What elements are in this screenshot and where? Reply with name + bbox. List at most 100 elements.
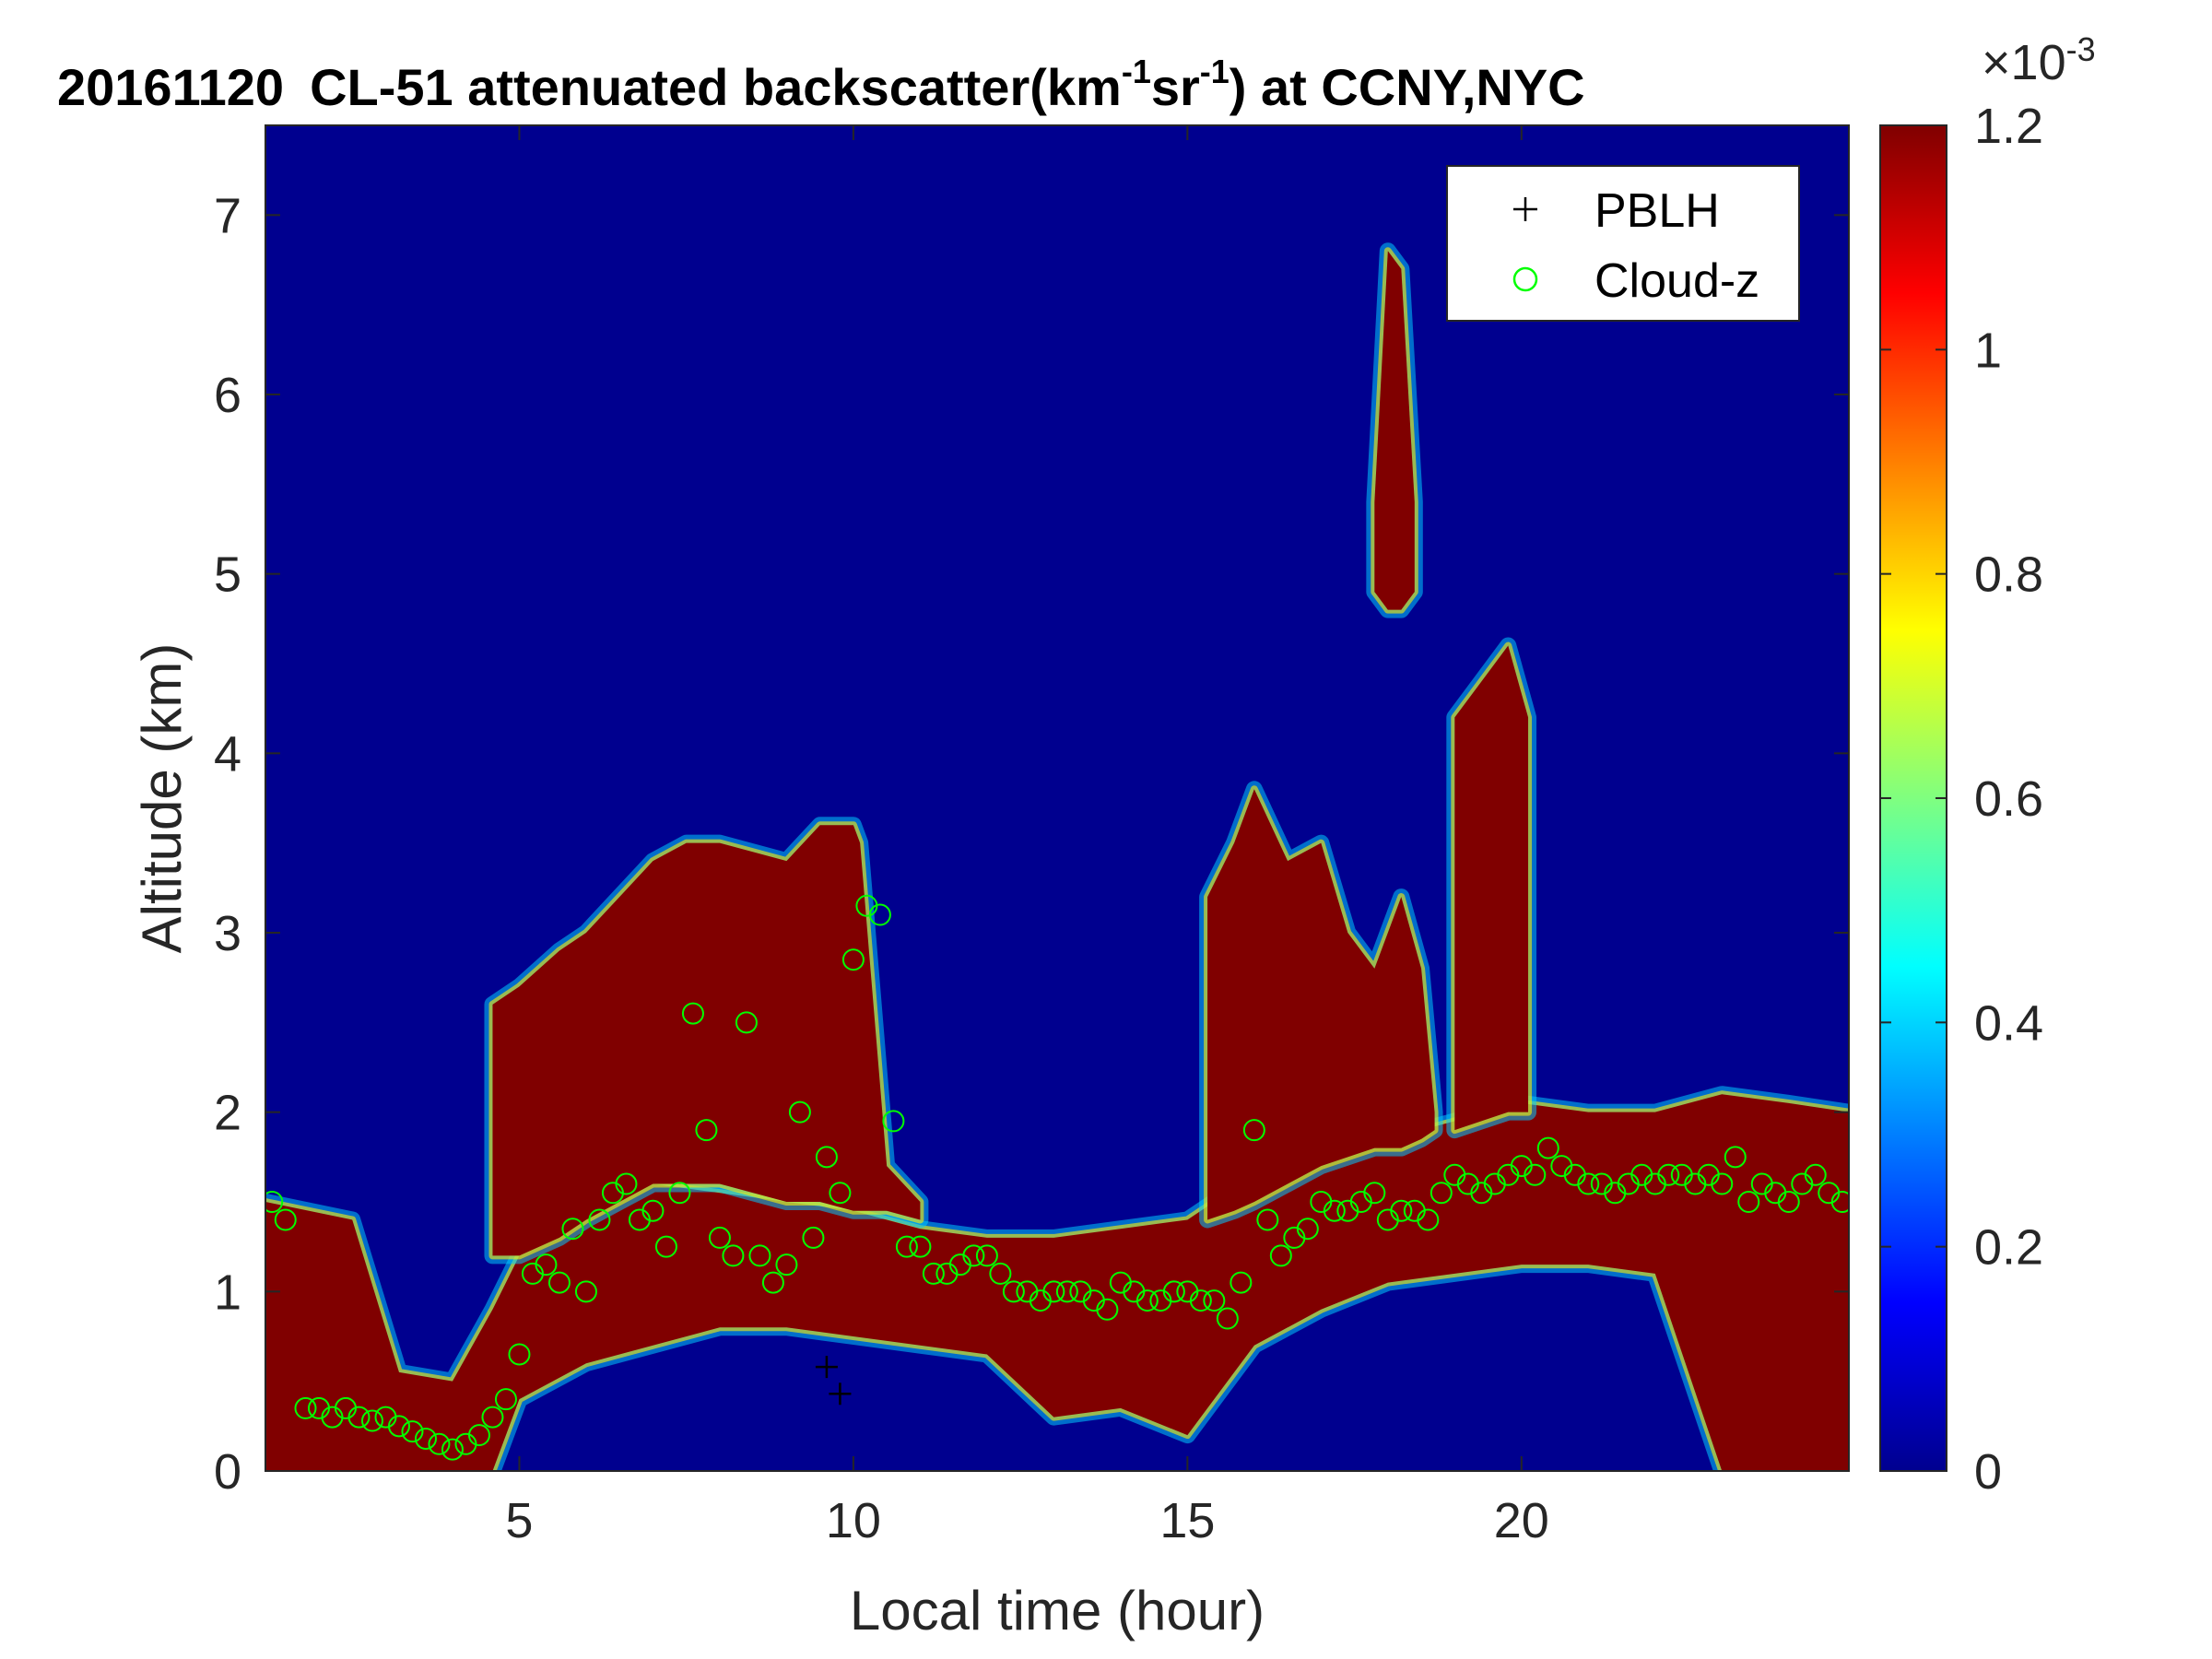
cloud-z-point [508, 1343, 531, 1366]
cloud-z-point [1724, 1146, 1747, 1169]
cloud-z-point [708, 1226, 731, 1249]
chart-title: 20161120 CL-51 attenuated backscatter(km-… [57, 53, 1585, 116]
cloud-z-point [1657, 1163, 1680, 1186]
cloud-z-point [1577, 1172, 1600, 1195]
title-end: ) at CCNY,NYC [1230, 58, 1585, 116]
cloud-z-point [428, 1432, 451, 1455]
colorbar-tick-label: 0.8 [1974, 547, 2043, 603]
cloud-z-point [481, 1406, 504, 1429]
cloud-z-point [1390, 1199, 1413, 1222]
layer-upper-layer [492, 825, 921, 1256]
cloud-z-point [265, 1191, 284, 1213]
cloud-z-point [1430, 1182, 1453, 1205]
cloud-z-point [1230, 1271, 1253, 1294]
cloud-z-point [1002, 1280, 1025, 1303]
cloud-z-point [802, 1226, 825, 1249]
y-tick-label: 6 [214, 368, 241, 423]
y-tick-label: 4 [214, 726, 241, 782]
cloud-z-point [1096, 1298, 1119, 1321]
y-tick-label: 3 [214, 906, 241, 961]
cloud-z-point [294, 1396, 317, 1419]
colorbar-tick-label: 0.4 [1974, 995, 2043, 1051]
x-axis-label: Local time (hour) [850, 1580, 1265, 1641]
colorbar-tick-label: 1.2 [1974, 99, 2043, 154]
colorbar-exponent-base: ×10 [1982, 35, 2066, 90]
cloud-z-point [722, 1244, 745, 1267]
cloud-z-point [829, 1182, 852, 1205]
cloud-z-point [535, 1253, 558, 1277]
cloud-z-point [1417, 1208, 1440, 1231]
pblh-point [815, 1356, 838, 1379]
cloud-z-point [989, 1262, 1012, 1285]
cloud-z-point [414, 1427, 437, 1450]
title-sup1: -1 [1122, 53, 1151, 90]
cloud-z-point [975, 1244, 998, 1267]
y-tick-label: 5 [214, 547, 241, 603]
layer-storm-column-2 [1454, 645, 1529, 1131]
cloud-z-point [1269, 1244, 1292, 1267]
colorbar-exponent-power: -3 [2066, 30, 2096, 68]
x-tick-label: 15 [1159, 1493, 1215, 1548]
cloud-z-point [788, 1100, 811, 1124]
pblh-point [829, 1382, 852, 1406]
colorbar-ticks: 0 0.2 0.4 0.6 0.8 1 1.2 [1880, 99, 2043, 1500]
y-tick-label: 7 [214, 188, 241, 243]
cloud-z-point [681, 1002, 704, 1025]
cloud-z-point [668, 1182, 691, 1205]
cloud-z-point [641, 1199, 665, 1222]
cloud-z-point [1737, 1191, 1760, 1213]
legend-box [1446, 165, 1800, 322]
legend-label-pblh: PBLH [1594, 184, 1720, 238]
cloud-z-point [775, 1253, 798, 1277]
cloud-z-point [387, 1415, 410, 1438]
cloud-z-point [1363, 1182, 1386, 1205]
plot-area [265, 124, 1850, 1472]
y-tick-label: 1 [214, 1265, 241, 1320]
colorbar-tick-label: 0.6 [1974, 771, 2043, 827]
cloud-z-point [1135, 1289, 1159, 1312]
cloud-z-point [347, 1406, 371, 1429]
colorbar-tick-label: 0.2 [1974, 1220, 2043, 1276]
cloud-z-point [574, 1280, 597, 1303]
cloud-z-point [1216, 1307, 1239, 1330]
cloud-z-point [748, 1244, 771, 1267]
cloud-z-point [588, 1208, 611, 1231]
title-main: CL-51 attenuated backscatter(km [310, 58, 1122, 116]
cloud-z-point [561, 1218, 584, 1241]
layer-cloud-cell [1374, 251, 1415, 610]
cloud-z-point [1830, 1191, 1849, 1213]
y-axis: 0 1 2 3 4 5 6 7 [214, 188, 1849, 1500]
plot-frame [265, 124, 1850, 1472]
colorbar: 0 0.2 0.4 0.6 0.8 1 1.2 ×10-3 [1879, 30, 2096, 1500]
cloud-z-point [909, 1235, 932, 1258]
cloud-z-point [1711, 1172, 1734, 1195]
cloud-z-point [441, 1438, 464, 1461]
cloud-z-point [547, 1271, 571, 1294]
circle-icon [1512, 266, 1538, 292]
cloud-z-point [695, 1119, 718, 1142]
x-tick-label: 10 [826, 1493, 881, 1548]
x-axis: 5 10 15 20 [505, 125, 1549, 1548]
cloud-z-point [401, 1420, 424, 1443]
cloud-z-point [1203, 1289, 1226, 1312]
legend-entry-cloud: Cloud-z [1512, 254, 1759, 308]
cloud-z-point [274, 1208, 297, 1231]
cloud-z-point [1189, 1289, 1212, 1312]
cloud-z-point [1162, 1280, 1185, 1303]
cloud-z-point [1804, 1163, 1827, 1186]
x-tick-label: 5 [505, 1493, 533, 1548]
cloud-z-point [360, 1409, 383, 1432]
cloud-z-point [615, 1172, 638, 1195]
cloud-z-point [1055, 1280, 1078, 1303]
cloud-z-point [1242, 1119, 1265, 1142]
cloud-z-point [761, 1271, 784, 1294]
cloud-z-point [1256, 1208, 1279, 1231]
cloud-z-point [654, 1235, 677, 1258]
title-mid: sr [1151, 58, 1200, 116]
y-axis-label: Altitude (km) [131, 643, 193, 954]
cloud-z-point [1323, 1199, 1346, 1222]
title-sup2: -1 [1200, 53, 1230, 90]
colorbar-tick-label: 1 [1974, 323, 2002, 378]
legend: PBLH Cloud-z [1446, 165, 1800, 322]
